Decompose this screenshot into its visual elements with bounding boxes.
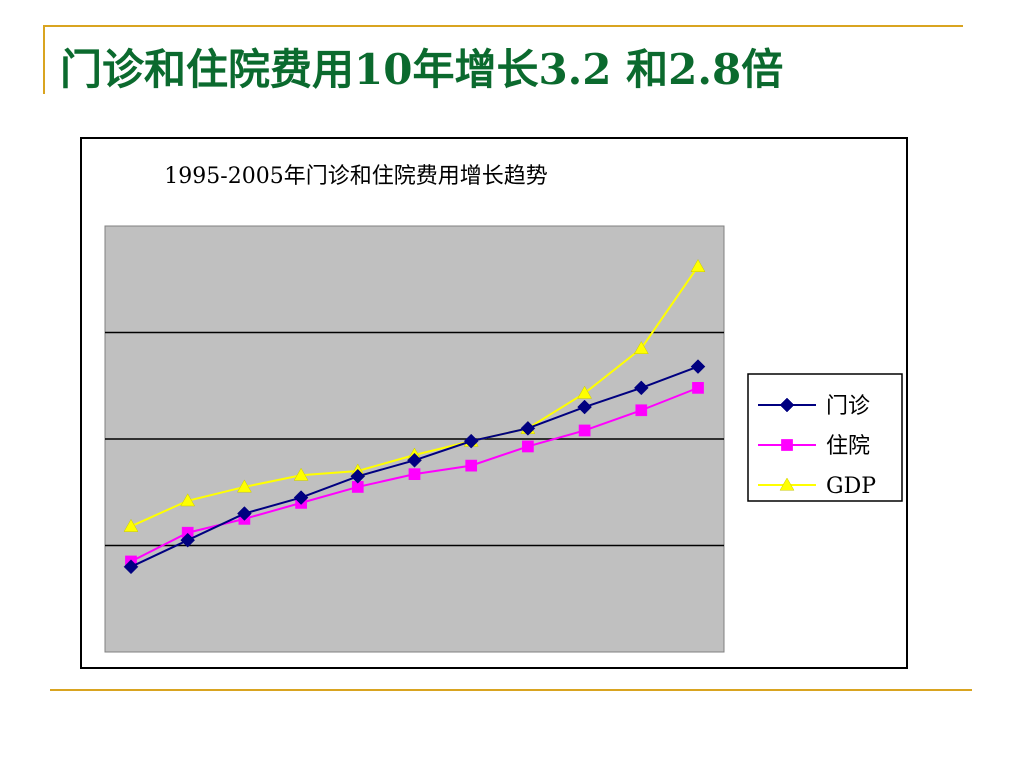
title-top-rule (43, 25, 963, 27)
data-point-diamond (520, 420, 536, 436)
data-point-triangle (123, 518, 139, 532)
data-point-triangle (236, 479, 252, 493)
data-point-square (465, 459, 478, 472)
legend-label: 住院 (826, 434, 870, 459)
data-point-diamond (350, 468, 366, 484)
footer-rule (50, 689, 972, 691)
data-point-diamond (123, 559, 139, 575)
legend-label: 门诊 (826, 394, 870, 419)
data-point-diamond (180, 532, 196, 548)
data-point-square (408, 468, 421, 480)
data-point-square (635, 404, 648, 417)
gridlines (105, 331, 724, 547)
legend-marker-triangle (779, 477, 795, 491)
data-point-triangle (293, 467, 309, 481)
title-side-rule (43, 26, 45, 94)
data-point-diamond (633, 380, 649, 396)
data-point-diamond (237, 506, 252, 521)
data-point-triangle (577, 385, 593, 399)
data-point-diamond (293, 490, 309, 505)
data-point-diamond (463, 433, 479, 449)
data-point-triangle (690, 258, 706, 272)
legend-marker-diamond (779, 397, 795, 413)
data-point-square (522, 440, 534, 453)
data-point-triangle (180, 493, 196, 507)
chart-title: 1995-2005年门诊和住院费用增长趋势 (164, 164, 547, 189)
legend-label: GDP (826, 474, 876, 499)
data-point-diamond (690, 359, 706, 374)
chart-frame: 1995-2005年门诊和住院费用增长趋势 门诊住院 GDP (80, 137, 908, 669)
data-point-diamond (407, 452, 422, 468)
data-point-triangle (633, 340, 649, 354)
data-point-square (578, 424, 591, 437)
series-layer (123, 258, 706, 575)
legend-box (747, 373, 903, 502)
legend-marker-square (781, 439, 793, 451)
data-point-square (692, 382, 704, 394)
slide-title: 门诊和住院费用10年增长3.2 和2.8倍 (60, 45, 784, 94)
data-point-diamond (577, 399, 592, 415)
